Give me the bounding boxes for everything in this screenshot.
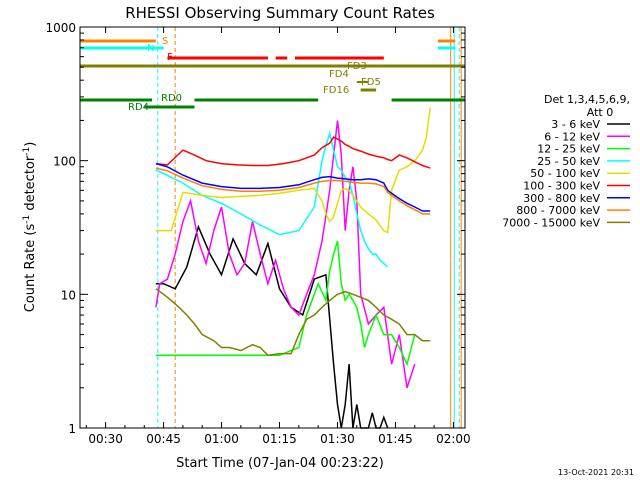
y-tick-label-10: 10 [61,288,76,302]
series-line-7000-15000-kev [155,288,431,357]
legend-title-line-1: Det 1,3,4,5,6,9, [544,93,630,106]
y-tick-label-100: 100 [53,155,76,169]
y-tick-label-1: 1 [68,422,76,436]
flag-label-fd4: FD4 [329,69,349,80]
legend-label-25-50-kev: 25 - 50 keV [537,155,600,168]
x-tick-label-01-00: 01:00 [204,432,239,446]
plot-frame [79,26,466,429]
flag-label-fd16: FD16 [323,85,349,96]
x-tick-label-02-00: 02:00 [436,432,471,446]
flag-label-rd0: RD0 [161,93,182,104]
flag-label-n: N [147,43,154,54]
legend-label-3-6-kev: 3 - 6 keV [551,118,600,131]
legend-label-100-300-kev: 100 - 300 keV [523,180,600,193]
series-line-50-100-kev [155,107,431,234]
x-tick-label-01-15: 01:15 [262,432,297,446]
y-axis-label: Count Rate (s-1 detector-1) [22,142,38,313]
legend-label-50-100-kev: 50 - 100 keV [530,167,600,180]
axis-ticks: 00:30 00:45 01:00 01:15 01:30 01:45 02:00 1 10 10… [45,21,470,446]
series-line-300-800-kev [155,162,431,212]
x-tick-label-01-45: 01:45 [378,432,413,446]
legend-title-line-2: Att 0 [587,106,613,119]
flag-label-fd5: FD5 [361,77,381,88]
flag-bars [80,39,465,109]
series-line-100-300-kev [155,136,431,169]
flag-label-s: S [162,36,168,47]
legend-label-12-25-kev: 12 - 25 keV [537,143,600,156]
legend-label-300-800-kev: 300 - 800 keV [523,192,600,205]
flag-label-rd4: RD4 [128,102,149,113]
series-line-25-50-kev [155,130,389,268]
y-tick-label-1000: 1000 [45,21,76,35]
x-tick-label-00-45: 00:45 [146,432,181,446]
series-line-800-7000-kev [155,167,431,215]
legend-label-6-12-kev: 6 - 12 keV [544,130,600,143]
chart-title: RHESSI Observing Summary Count Rates [125,4,435,22]
series-line-6-12-kev [155,120,416,389]
flag-label-f: F [167,52,173,63]
legend-label-800-7000-kev: 800 - 7000 keV [516,204,600,217]
series-line-12-25-kev [155,240,416,367]
series-lines [155,107,431,429]
x-tick-label-00-30: 00:30 [88,432,123,446]
x-tick-label-01-30: 01:30 [320,432,355,446]
flag-label-fd3: FD3 [347,61,367,72]
legend-label-7000-15000-kev: 7000 - 15000 keV [502,216,600,229]
timestamp: 13-Oct-2021 20:31 [558,468,634,477]
x-axis-label: Start Time (07-Jan-04 00:23:22) [176,456,384,471]
